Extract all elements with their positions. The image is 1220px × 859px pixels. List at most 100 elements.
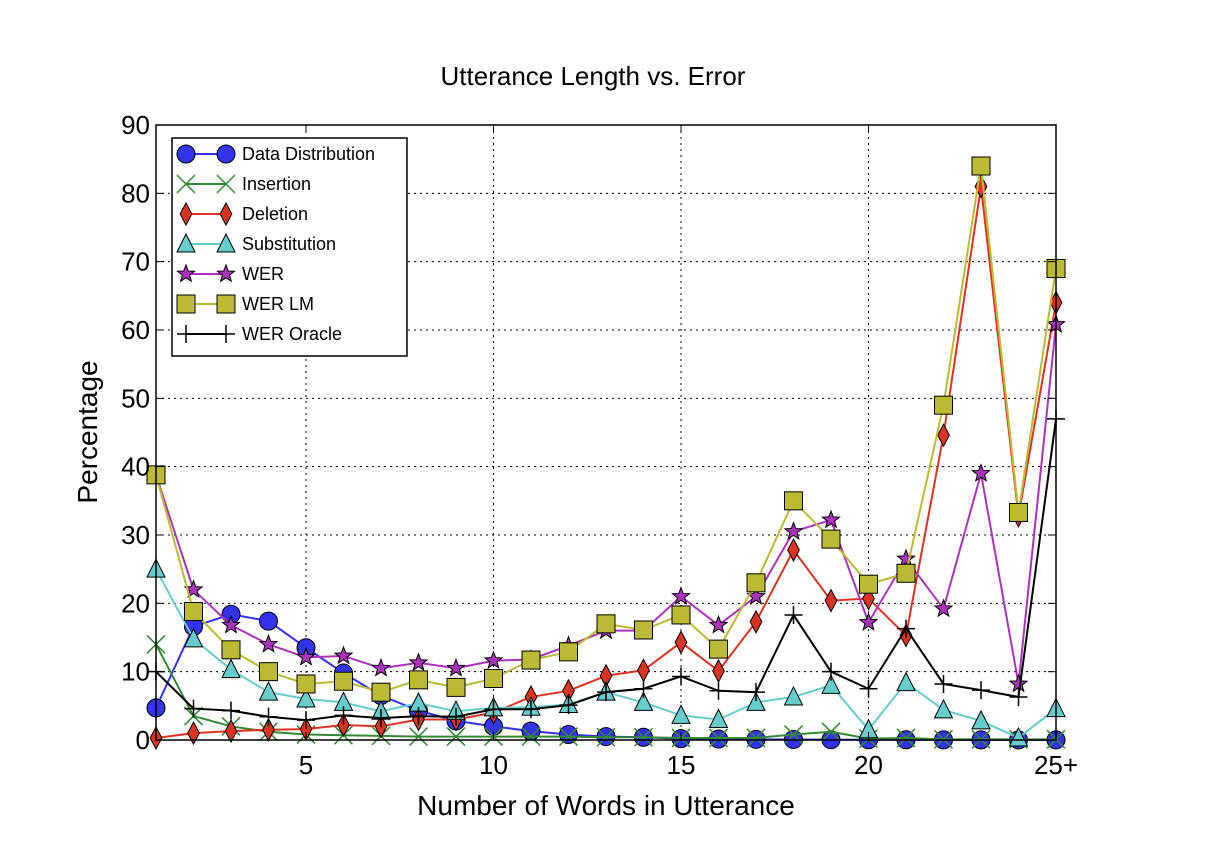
y-tick-label: 90	[121, 110, 150, 140]
x-tick-label: 20	[854, 750, 883, 780]
data-point-wer-oracle	[372, 709, 390, 728]
data-point-wer-oracle	[559, 696, 578, 715]
data-point-wer-lm	[934, 395, 953, 415]
data-point-wer	[933, 598, 954, 618]
data-point-wer-oracle	[972, 681, 990, 700]
data-point-insertion	[596, 727, 616, 747]
data-point-substitution	[821, 674, 841, 694]
data-point-insertion	[558, 727, 579, 747]
data-point-substitution	[746, 691, 766, 711]
data-point-substitution	[221, 658, 241, 679]
data-point-wer	[1008, 673, 1029, 693]
data-point-wer-oracle	[859, 679, 878, 698]
legend-marker-data-distribution	[216, 144, 236, 164]
data-point-wer-oracle	[822, 662, 840, 681]
data-point-deletion	[787, 537, 800, 563]
data-point-insertion	[408, 727, 429, 747]
legend-label-wer-lm: WER LM	[242, 294, 314, 314]
data-point-wer	[221, 614, 241, 634]
data-point-wer-oracle	[1009, 687, 1028, 706]
legend-marker-deletion	[219, 201, 233, 227]
legend-marker-wer-lm	[216, 294, 236, 314]
data-point-wer-lm	[709, 639, 728, 659]
data-point-substitution	[183, 627, 204, 648]
legend-label-deletion: Deletion	[242, 204, 308, 224]
data-point-deletion	[712, 658, 725, 684]
data-point-wer-lm	[1009, 502, 1028, 522]
data-point-substitution	[896, 671, 916, 692]
legend-label-substitution: Substitution	[242, 234, 336, 254]
y-tick-label: 50	[121, 383, 150, 413]
data-point-insertion	[446, 727, 466, 747]
data-point-wer-lm	[821, 529, 841, 549]
data-point-data-distribution	[259, 611, 278, 631]
data-point-wer-oracle	[934, 674, 953, 693]
legend-label-data-distribution: Data Distribution	[242, 144, 375, 164]
x-tick-label: 10	[479, 750, 508, 780]
data-point-wer	[446, 657, 466, 677]
data-point-wer	[408, 652, 429, 672]
data-point-wer-lm	[446, 677, 466, 697]
data-point-wer-lm	[559, 642, 578, 662]
data-point-deletion	[749, 609, 763, 634]
legend-marker-insertion	[176, 174, 196, 194]
series-line-substitution	[155, 568, 1057, 740]
data-point-substitution	[971, 709, 991, 730]
data-point-wer-lm	[221, 640, 241, 660]
data-point-wer	[371, 657, 391, 677]
legend-marker-substitution	[176, 232, 196, 253]
data-point-wer-oracle	[184, 699, 203, 718]
x-tick-label: 25+	[1034, 750, 1078, 780]
legend: Data Distribution Insertion Deletion Substi…	[171, 137, 408, 357]
data-point-wer-oracle	[297, 711, 315, 730]
legend-marker-substitution	[216, 232, 236, 253]
data-point-wer	[858, 612, 879, 631]
y-tick-label: 70	[121, 247, 150, 277]
data-point-wer-lm	[671, 605, 691, 625]
data-point-wer-lm	[634, 620, 653, 640]
legend-label-wer: WER	[242, 264, 284, 284]
data-point-substitution	[933, 698, 954, 719]
y-tick-label: 60	[121, 315, 150, 345]
data-point-wer-lm	[896, 563, 916, 583]
y-tick-label: 80	[121, 178, 150, 208]
plot-frame	[155, 124, 1057, 741]
axis-ticks: 5 10 15 20 25+ 0 10 20 30 40 50 60 70 80 90	[121, 110, 1078, 780]
data-point-insertion	[708, 728, 729, 748]
data-point-wer-oracle	[747, 683, 765, 702]
data-point-substitution	[633, 691, 654, 711]
legend-label-insertion: Insertion	[242, 174, 311, 194]
y-axis-label: Percentage	[72, 360, 103, 503]
series-wer-lm	[146, 156, 1066, 702]
data-point-wer-oracle	[484, 700, 503, 719]
data-point-wer	[708, 614, 729, 634]
data-point-insertion	[746, 728, 766, 748]
data-point-wer-oracle	[709, 681, 728, 700]
data-point-substitution	[783, 685, 804, 706]
data-point-deletion	[187, 721, 200, 746]
data-point-wer-oracle	[522, 700, 540, 719]
data-point-wer-lm	[971, 156, 991, 176]
data-point-deletion	[824, 588, 838, 613]
data-point-wer	[896, 548, 916, 568]
y-tick-label: 30	[121, 520, 150, 550]
data-point-deletion	[637, 658, 650, 683]
legend-marker-deletion	[179, 201, 193, 227]
data-point-data-distribution	[559, 725, 578, 745]
data-point-wer	[783, 521, 804, 541]
data-point-wer-oracle	[634, 679, 653, 698]
data-point-deletion	[937, 423, 950, 448]
data-point-wer	[821, 509, 841, 529]
data-point-wer-lm	[521, 650, 541, 670]
y-tick-label: 40	[121, 452, 150, 482]
data-point-wer	[296, 646, 316, 666]
legend-marker-wer	[216, 263, 236, 283]
legend-marker-wer	[176, 263, 196, 283]
data-point-wer	[671, 586, 691, 605]
data-point-wer	[483, 650, 504, 670]
x-tick-label: 15	[667, 750, 696, 780]
data-point-substitution	[1008, 726, 1029, 747]
data-point-substitution	[296, 687, 316, 708]
legend-marker-wer-lm	[176, 294, 196, 314]
